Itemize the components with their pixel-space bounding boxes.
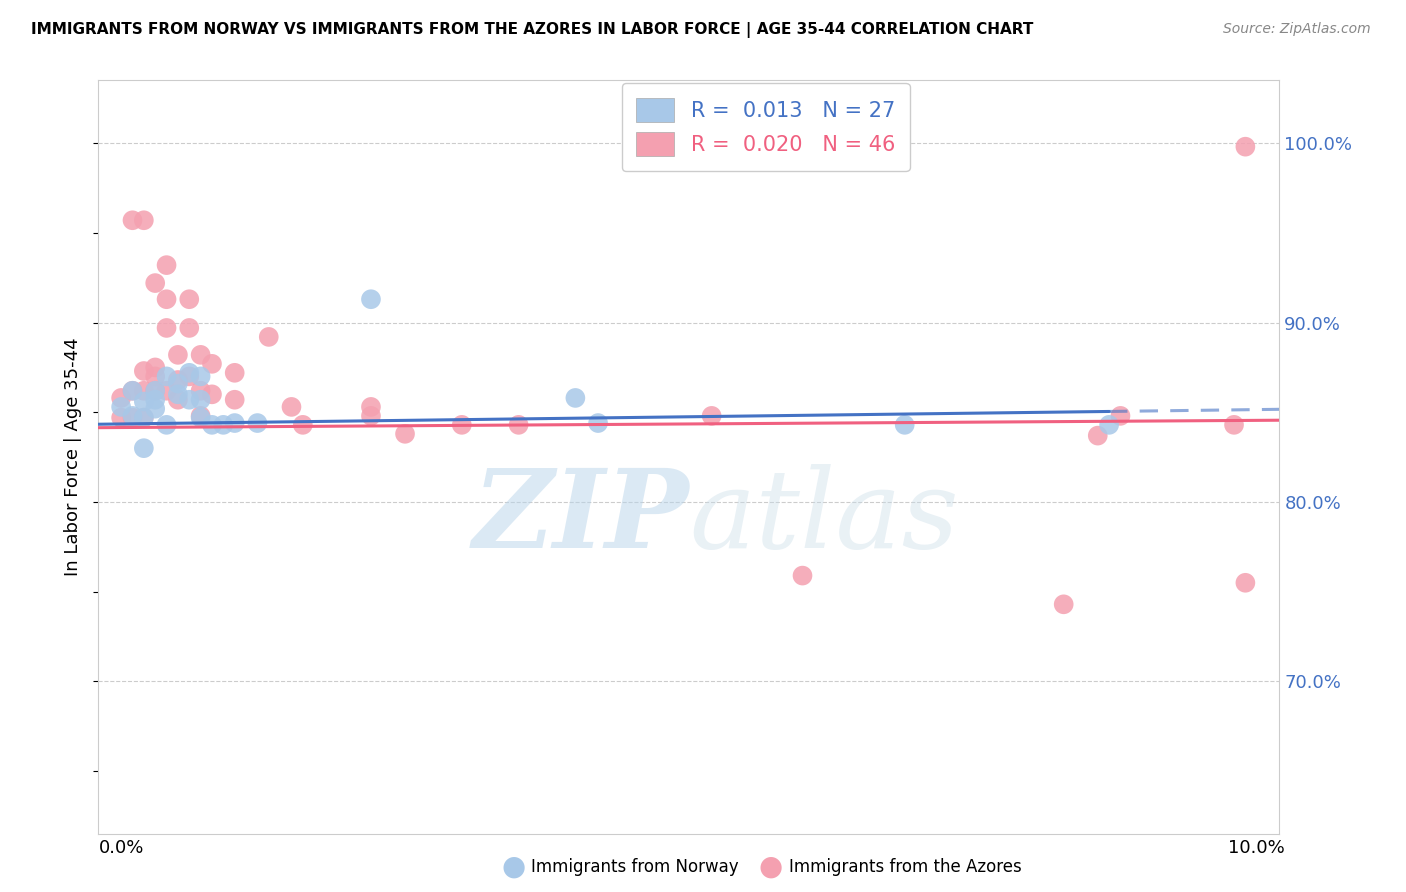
Point (394, 426, 416, 441)
Point (190, 369, 212, 384)
Point (179, 392, 201, 407)
Point (190, 384, 212, 398)
Point (132, 410, 155, 425)
Point (167, 373, 190, 387)
Point (792, 568, 814, 582)
Point (155, 417, 177, 432)
Point (564, 391, 586, 405)
Point (280, 400, 302, 414)
Point (143, 360, 166, 375)
Point (508, 417, 530, 432)
Point (190, 392, 212, 407)
Point (132, 410, 155, 425)
Point (360, 292, 382, 306)
Point (179, 366, 201, 380)
Point (110, 410, 132, 425)
Text: Immigrants from the Azores: Immigrants from the Azores (789, 858, 1022, 876)
Point (179, 292, 201, 306)
Point (132, 441, 155, 455)
Legend: R =  0.013   N = 27, R =  0.020   N = 46: R = 0.013 N = 27, R = 0.020 N = 46 (621, 83, 910, 171)
Point (224, 366, 246, 380)
Point (155, 258, 177, 272)
Point (132, 394, 155, 409)
Point (167, 387, 190, 401)
Point (700, 409, 723, 423)
Point (224, 416, 246, 430)
Point (1098, 417, 1121, 432)
Point (190, 409, 212, 423)
Point (143, 401, 166, 416)
Point (360, 409, 382, 423)
Point (121, 410, 143, 425)
Point (291, 417, 314, 432)
Point (155, 321, 177, 335)
Text: ●: ● (758, 853, 783, 881)
Point (132, 213, 155, 227)
Text: Source: ZipAtlas.com: Source: ZipAtlas.com (1223, 22, 1371, 37)
Point (155, 292, 177, 306)
Text: ●: ● (501, 853, 526, 881)
Point (143, 276, 166, 290)
Point (132, 384, 155, 398)
Point (224, 392, 246, 407)
Point (201, 417, 224, 432)
Point (167, 376, 190, 391)
Point (155, 384, 177, 398)
Point (143, 384, 166, 398)
Point (1087, 428, 1109, 442)
Point (167, 348, 190, 362)
Point (893, 417, 915, 432)
Point (190, 348, 212, 362)
Text: atlas: atlas (689, 464, 959, 571)
Point (1234, 575, 1257, 590)
Point (167, 392, 190, 407)
Point (110, 391, 132, 405)
Point (246, 416, 269, 430)
Point (121, 384, 143, 398)
Point (179, 369, 201, 384)
Point (143, 369, 166, 384)
Point (143, 392, 166, 407)
Point (201, 387, 224, 401)
Point (190, 410, 212, 425)
Point (121, 213, 143, 227)
Point (110, 400, 132, 414)
Point (155, 369, 177, 384)
Point (143, 384, 166, 398)
Y-axis label: In Labor Force | Age 35-44: In Labor Force | Age 35-44 (65, 338, 83, 576)
Point (179, 321, 201, 335)
Point (1109, 409, 1132, 423)
Text: Immigrants from Norway: Immigrants from Norway (531, 858, 740, 876)
Point (201, 357, 224, 371)
Text: ZIP: ZIP (472, 464, 689, 571)
Point (257, 330, 280, 344)
Point (1053, 597, 1076, 611)
Point (121, 384, 143, 398)
Point (1223, 417, 1246, 432)
Point (212, 417, 235, 432)
Point (121, 409, 143, 423)
Text: IMMIGRANTS FROM NORWAY VS IMMIGRANTS FROM THE AZORES IN LABOR FORCE | AGE 35-44 : IMMIGRANTS FROM NORWAY VS IMMIGRANTS FRO… (31, 22, 1033, 38)
Point (132, 364, 155, 378)
Point (450, 417, 472, 432)
Point (360, 400, 382, 414)
Point (586, 416, 609, 430)
Point (1234, 139, 1257, 153)
